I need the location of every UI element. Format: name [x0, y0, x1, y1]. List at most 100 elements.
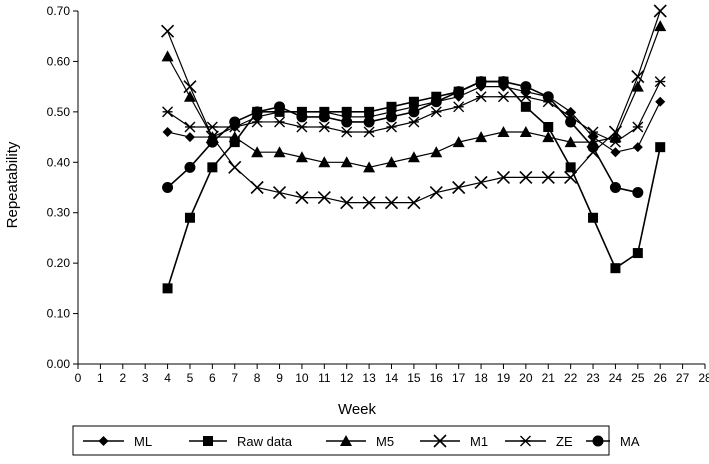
data-point-m1 — [519, 170, 533, 184]
data-point-ma — [542, 91, 554, 103]
data-point-m1 — [183, 80, 197, 94]
data-point-m1 — [564, 170, 578, 184]
legend-marker-ma — [592, 435, 604, 447]
x-tick-label: 24 — [609, 371, 623, 385]
data-point-ma — [184, 161, 196, 173]
x-tick-label: 20 — [519, 371, 533, 385]
data-point-ma — [408, 106, 420, 118]
legend-label-m5: M5 — [376, 434, 394, 449]
data-point-ze — [296, 121, 308, 133]
data-point-m1 — [429, 185, 443, 200]
data-point-ze — [587, 126, 599, 138]
data-point-m1 — [474, 175, 488, 190]
data-point-m5 — [273, 146, 286, 158]
data-point-ma — [497, 76, 509, 88]
axes: 0.000.100.200.300.400.500.600.700 1 2 3 4 5 6 7… — [47, 4, 709, 385]
y-axis-label: Repeatability — [4, 141, 21, 228]
legend: ML Raw data M5 M1 ZE MA — [72, 425, 640, 456]
data-point-m1 — [340, 196, 354, 210]
data-point-ma — [229, 116, 241, 128]
data-point-ma — [274, 101, 286, 113]
legend-item-ze: ZE — [505, 434, 573, 449]
data-point-ze — [341, 126, 353, 138]
data-point-raw-data — [162, 283, 173, 294]
data-point-ze — [497, 91, 509, 103]
data-point-ze — [184, 121, 196, 133]
y-tick-label: 0.30 — [47, 206, 71, 220]
legend-label-ml: ML — [134, 434, 152, 449]
data-point-ze — [206, 121, 218, 133]
x-tick-label: 22 — [564, 371, 578, 385]
data-point-ze — [632, 121, 644, 133]
data-point-ma — [341, 116, 353, 128]
data-point-ma — [296, 111, 308, 123]
data-point-m5 — [318, 156, 331, 168]
x-tick-label: 0 — [75, 371, 82, 385]
data-point-m5 — [340, 156, 353, 168]
x-tick-label: 2 — [119, 371, 126, 385]
data-point-m5 — [228, 131, 241, 143]
data-point-ze — [430, 106, 442, 118]
legend-marker-m1 — [433, 434, 447, 448]
data-point-m1 — [608, 125, 622, 139]
data-point-m1 — [541, 170, 555, 184]
data-point-raw-data — [565, 162, 576, 173]
data-point-m5 — [295, 151, 308, 163]
data-point-raw-data — [588, 212, 599, 223]
data-point-m1 — [250, 180, 264, 195]
series-line-m5 — [167, 25, 661, 168]
data-point-m5 — [519, 126, 532, 138]
data-point-raw-data — [655, 142, 666, 153]
legend-item-m1: M1 — [420, 434, 488, 449]
data-point-ze — [654, 76, 666, 88]
data-point-ze — [475, 91, 487, 103]
series-line-ma — [167, 80, 638, 194]
data-point-raw-data — [610, 263, 621, 274]
x-tick-label: 11 — [318, 371, 331, 385]
legend-marker-raw-data — [203, 436, 213, 446]
x-tick-label: 21 — [542, 371, 556, 385]
y-tick-label: 0.00 — [47, 357, 71, 371]
legend-label-m1: M1 — [470, 434, 488, 449]
data-point-ma — [386, 111, 397, 123]
data-point-ze — [251, 116, 263, 128]
x-axis-label: Week — [338, 401, 377, 418]
data-point-m5 — [430, 146, 443, 158]
data-point-ml — [655, 96, 666, 107]
data-point-m5 — [407, 151, 420, 163]
data-point-ml — [162, 127, 173, 138]
data-point-m1 — [452, 180, 466, 195]
data-point-m5 — [497, 126, 510, 138]
data-point-raw-data — [543, 121, 554, 132]
data-point-m5 — [161, 50, 174, 62]
x-tick-label: 23 — [586, 371, 600, 385]
x-tick-label: 18 — [474, 371, 488, 385]
data-point-ma — [363, 116, 375, 128]
y-tick-label: 0.10 — [47, 307, 71, 321]
data-point-ma — [162, 182, 174, 193]
data-point-raw-data — [632, 248, 643, 259]
x-tick-label: 17 — [452, 371, 466, 385]
data-point-m1 — [653, 4, 667, 18]
x-tick-label: 15 — [407, 371, 421, 385]
x-tick-label: 10 — [295, 371, 309, 385]
x-tick-label: 5 — [187, 371, 194, 385]
data-point-ze — [363, 126, 375, 138]
x-tick-label: 8 — [254, 371, 261, 385]
y-tick-label: 0.50 — [47, 105, 71, 119]
data-point-m1 — [295, 191, 309, 205]
x-tick-label: 27 — [676, 371, 690, 385]
x-tick-label: 4 — [164, 371, 171, 385]
data-point-ml — [184, 132, 195, 143]
data-point-ma — [430, 96, 442, 108]
legend-marker-m5 — [340, 435, 352, 446]
x-tick-label: 9 — [276, 371, 283, 385]
legend-item-m5: M5 — [326, 434, 394, 449]
data-point-ze — [609, 136, 621, 148]
data-point-ma — [318, 111, 330, 123]
data-point-m5 — [183, 90, 196, 102]
data-point-ze — [520, 91, 532, 103]
x-tick-label: 7 — [231, 371, 238, 385]
x-tick-label: 26 — [654, 371, 668, 385]
